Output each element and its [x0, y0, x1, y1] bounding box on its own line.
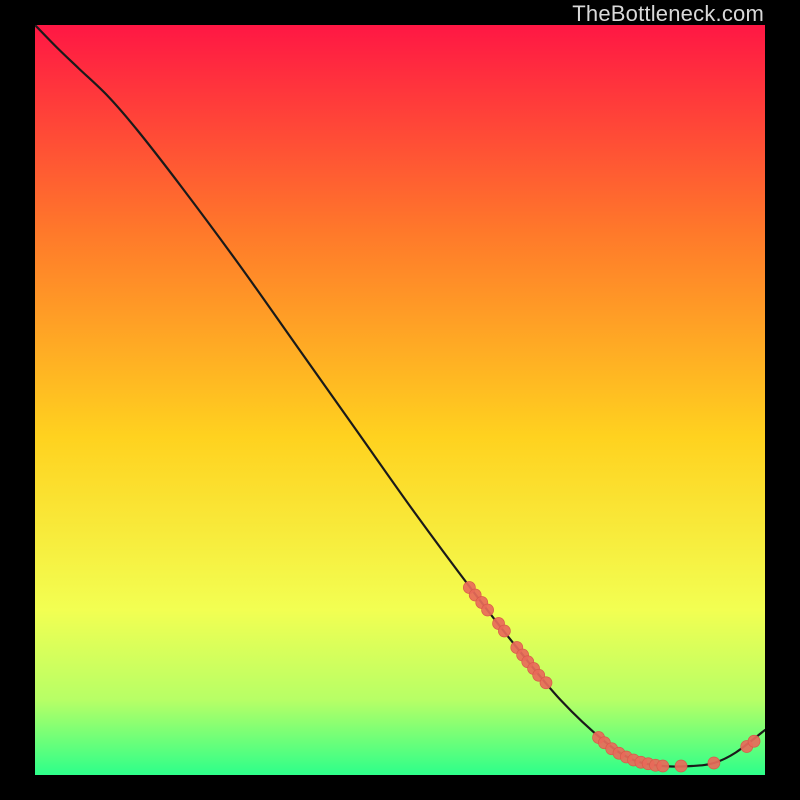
scatter-point [657, 760, 669, 772]
scatter-point [675, 760, 687, 772]
watermark-text: TheBottleneck.com [572, 1, 764, 27]
scatter-point [498, 625, 510, 637]
scatter-point [482, 604, 494, 616]
bottleneck-curve-plot [35, 25, 765, 775]
scatter-point [748, 735, 760, 747]
scatter-point [708, 757, 720, 769]
chart-stage: TheBottleneck.com [0, 0, 800, 800]
scatter-point [540, 677, 552, 689]
